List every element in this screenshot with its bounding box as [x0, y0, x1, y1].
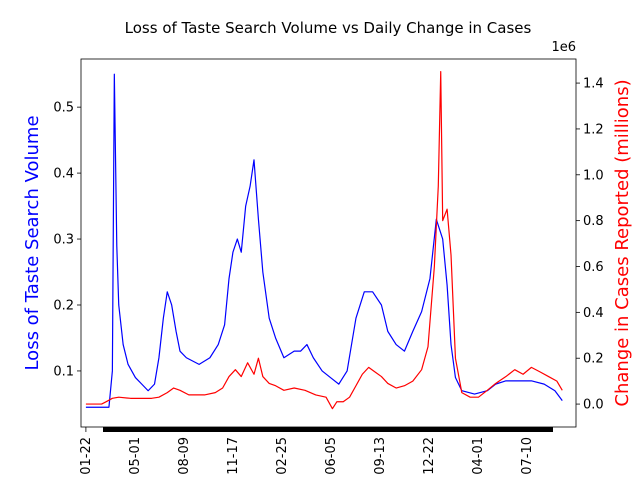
x-tick-label: 04-01: [471, 437, 486, 475]
y2-tick-label: 0.2: [583, 352, 604, 367]
x-tick-label: 01-22: [79, 437, 94, 475]
x-tick-label: 12-22: [422, 437, 437, 475]
x-tick-label: 07-10: [520, 437, 535, 475]
y2-tick-label: 1.4: [583, 77, 604, 92]
x-tick-label: 08-09: [177, 437, 192, 475]
y2-tick-label: 0.8: [583, 214, 604, 229]
y-tick-label: 0.3: [53, 233, 74, 248]
x-tick-label: 06-05: [324, 437, 339, 475]
y-tick-label: 0.2: [53, 298, 74, 313]
x-tick-label: 02-25: [275, 437, 290, 475]
y2-tick-label: 1.2: [583, 122, 604, 137]
y2-tick-label: 1.0: [583, 168, 604, 183]
series-line: [85, 71, 563, 410]
plot-area: [85, 71, 563, 410]
chart-title: Loss of Taste Search Volume vs Daily Cha…: [125, 19, 532, 37]
y2-tick-label: 0.6: [583, 260, 604, 275]
y2-tick-label: 0.4: [583, 306, 604, 321]
x-tick-label: 11-17: [226, 437, 241, 475]
dense-ticks: [103, 427, 553, 432]
y2-axis-label: Change in Cases Reported (millions): [612, 79, 633, 406]
x-tick-label: 09-13: [373, 437, 388, 475]
y-tick-label: 0.5: [53, 101, 74, 116]
series-line: [85, 73, 563, 408]
y2-offset-label: 1e6: [551, 40, 576, 55]
y-tick-label: 0.1: [53, 364, 74, 379]
x-tick-label: 05-01: [128, 437, 143, 475]
y2-tick-label: 0.0: [583, 398, 604, 413]
y-tick-label: 0.4: [53, 167, 74, 182]
y-axis-label: Loss of Taste Search Volume: [22, 115, 43, 370]
axes-frame: [80, 58, 577, 428]
